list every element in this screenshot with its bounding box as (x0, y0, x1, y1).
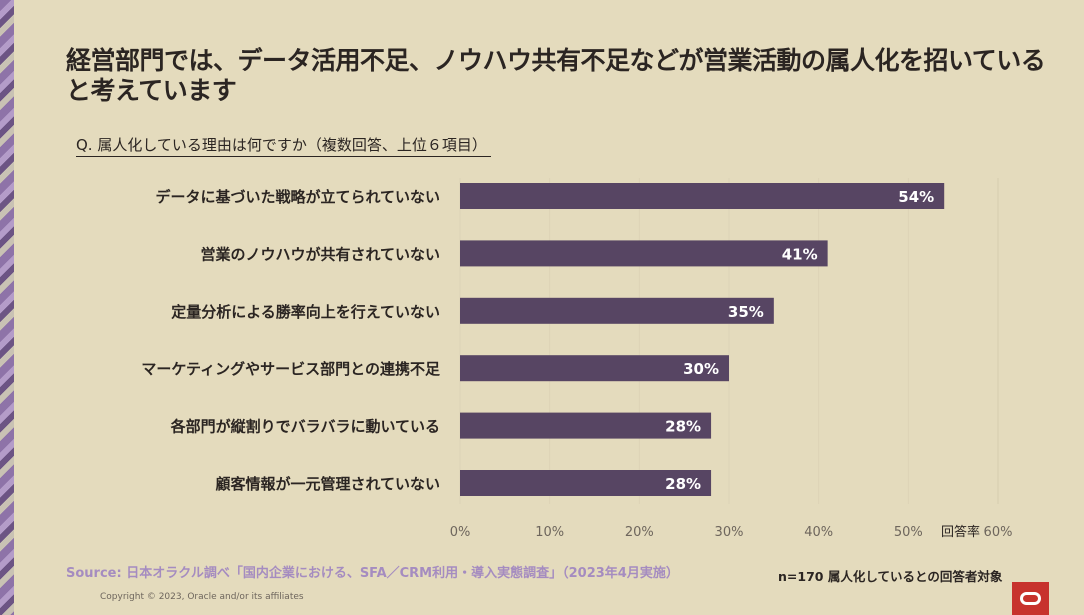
bar (460, 470, 712, 496)
data-label: 30% (683, 360, 719, 378)
question-subtitle: Q. 属人化している理由は何ですか（複数回答、上位６項目） (76, 134, 491, 157)
bar (460, 240, 828, 267)
bar (460, 297, 774, 324)
decorative-strip (0, 0, 14, 615)
x-tick-label: 50% (894, 525, 923, 540)
category-label: 定量分析による勝率向上を行えていない (171, 303, 440, 321)
category-label: 顧客情報が一元管理されていない (215, 475, 440, 493)
x-tick-label: 20% (625, 525, 654, 540)
x-tick-label: 30% (715, 525, 744, 540)
x-tick-label: 40% (804, 525, 833, 540)
oracle-logo-icon (1020, 592, 1041, 605)
category-label: マーケティングやサービス部門との連携不足 (141, 360, 441, 378)
bar (460, 412, 712, 439)
data-label: 28% (665, 418, 701, 436)
oracle-logo (1012, 582, 1049, 615)
data-label: 35% (728, 303, 764, 321)
data-label: 54% (898, 188, 934, 206)
data-label: 41% (782, 245, 818, 263)
source-text: Source: 日本オラクル調べ「国内企業における、SFA／CRM利用・導入実態… (66, 566, 679, 581)
x-axis-label: 回答率 (941, 524, 980, 540)
data-label: 28% (665, 475, 701, 493)
category-label: 各部門が縦割りでバラバラに動いている (170, 418, 440, 436)
sample-note: n=170 属人化しているとの回答者対象 (778, 569, 1003, 584)
category-label: 営業のノウハウが共有されていない (200, 245, 440, 263)
x-tick-label: 10% (535, 525, 564, 540)
category-label: データに基づいた戦略が立てられていない (155, 188, 440, 206)
page-title: 経営部門では、データ活用不足、ノウハウ共有不足などが営業活動の属人化を招いている… (66, 46, 1046, 105)
x-tick-label: 60% (984, 525, 1013, 540)
bar (460, 183, 945, 209)
bar (460, 355, 729, 382)
x-tick-label: 0% (450, 525, 471, 540)
copyright-text: Copyright © 2023, Oracle and/or its affi… (100, 592, 304, 602)
